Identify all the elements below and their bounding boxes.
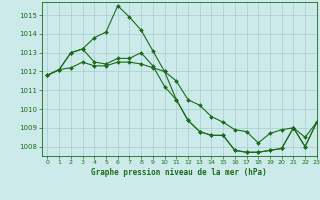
X-axis label: Graphe pression niveau de la mer (hPa): Graphe pression niveau de la mer (hPa): [91, 168, 267, 177]
